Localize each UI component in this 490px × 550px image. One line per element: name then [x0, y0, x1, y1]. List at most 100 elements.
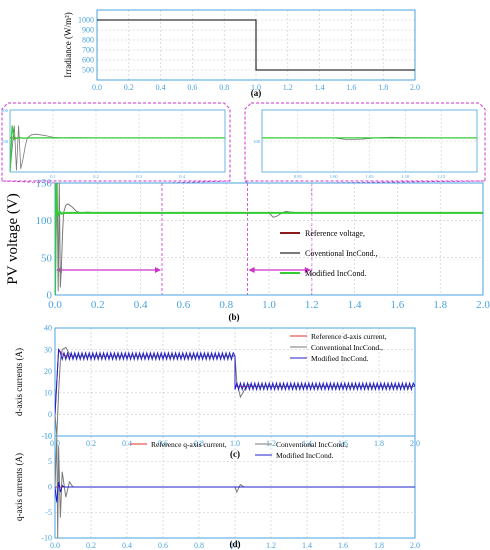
x-tick-label: 0.6: [158, 439, 168, 448]
x-tick-label: 1.4: [315, 83, 325, 92]
y-tick-label: -5: [45, 508, 52, 517]
x-tick-label: 0.6: [158, 541, 168, 550]
y-tick-label: 10: [44, 388, 52, 397]
x-tick-label: 2.0: [476, 299, 490, 311]
legend: Reference q-axis current, Conventional In…: [130, 440, 348, 460]
y-tick-label: 0: [48, 410, 52, 419]
zoom-callouts: 0.1 0.2 0.3 0.4 100 200 0.95 1.00 1.05 1.10 1.15 10…: [1, 102, 486, 295]
x-tick-label: 0.6: [177, 299, 191, 311]
panel-a: 0.0 0.2 0.4 0.6 0.8 1.0 1.2 1.4 1.6 1.8 2.0 5006007…: [63, 9, 420, 98]
y-tick-label: -10: [41, 534, 52, 543]
y-axis-label: PV voltage (V): [5, 193, 21, 284]
y-tick-label: 500: [82, 66, 94, 75]
inset-x-tick-label: 1.05: [366, 174, 375, 179]
x-tick-label: 1.4: [302, 541, 312, 550]
x-tick-label: 1.6: [346, 83, 356, 92]
series-group: [55, 346, 415, 436]
x-tick-label: 0.0: [48, 299, 62, 311]
zoom-inset-2: 0.95 1.00 1.05 1.10 1.15 100: [244, 102, 486, 295]
y-tick-label: 900: [82, 26, 94, 35]
zoom-frame: [244, 102, 486, 182]
series-line-irradiance: [97, 19, 415, 71]
inset-frame: [261, 109, 478, 173]
x-tick-label: 1.6: [338, 439, 348, 448]
x-tick-label: 0.2: [86, 541, 96, 550]
y-axis-label: d-axis currents (A): [14, 348, 24, 416]
series-group: [55, 436, 415, 538]
x-tick-label: 0.4: [134, 299, 148, 311]
x-tick-label: 1.0: [230, 439, 240, 448]
inset-x-tick-label: 0.3: [136, 174, 142, 179]
x-tick-label: 1.2: [266, 541, 276, 550]
x-tick-label: 2.0: [410, 541, 420, 550]
panel-b: 0.0 0.2 0.4 0.6 0.8 1.0 1.2 1.4 1.6 1.8 2.0 0 50 100 1…: [5, 178, 490, 322]
y-tick-label: 40: [44, 324, 52, 333]
x-tick-label: 0.6: [187, 83, 197, 92]
inset-frame: [9, 109, 226, 173]
y-axis-label: Irradiance (W/m²): [63, 12, 73, 77]
series-line-modified-inccond: [55, 347, 415, 415]
x-tick-label: 0.8: [194, 439, 204, 448]
x-tick-label: 1.8: [378, 83, 388, 92]
x-tick-label: 0.2: [91, 299, 105, 311]
series-line-modified-inccond: [55, 481, 415, 503]
inset-x-tick-label: 1.15: [437, 174, 446, 179]
y-tick-label: 800: [82, 36, 94, 45]
series-line-modified-inccond: [55, 183, 483, 295]
x-tick-label: 1.2: [305, 299, 319, 311]
zoom-inset-1: 0.1 0.2 0.3 0.4 100 200: [1, 102, 231, 295]
x-tick-label: 1.8: [374, 541, 384, 550]
inset-series-line: [10, 125, 225, 172]
legend-label: Reference q-axis current,: [151, 440, 227, 449]
legend-label: Reference voltage,: [305, 229, 365, 238]
x-tick-label: 0.4: [122, 541, 132, 550]
inset-y-tick-label: 100: [1, 139, 9, 144]
x-tick-label: 1.0: [262, 299, 276, 311]
x-tick-label: 1.4: [348, 299, 362, 311]
arrow-head-right-icon: [155, 267, 161, 273]
inset-x-tick-label: 1.10: [401, 174, 410, 179]
y-tick-label: 10: [44, 432, 52, 441]
x-tick-label: 0.8: [219, 83, 229, 92]
arrow-head-right-icon: [304, 267, 311, 273]
zoom-connector: [311, 180, 486, 184]
y-tick-label: 100: [36, 215, 53, 227]
x-tick-label: 0.4: [122, 439, 132, 448]
y-axis-label: q-axis currents (A): [14, 453, 24, 521]
y-tick-label: 600: [82, 56, 94, 65]
series-group: [55, 183, 483, 295]
legend-label: Modified IncCond.: [311, 354, 369, 363]
y-tick-label: 50: [41, 252, 53, 264]
inset-x-tick-label: 0.95: [294, 174, 303, 179]
legend-label: Modified IncCond.: [276, 451, 334, 460]
x-tick-label: 0.2: [124, 83, 134, 92]
series-line-conventional-inccond: [55, 436, 415, 538]
y-tick-label: 30: [44, 345, 52, 354]
inset-series-line: [10, 125, 225, 172]
legend-label: Coventional IncCond.,: [305, 249, 378, 258]
x-tick-label: 0.8: [219, 299, 233, 311]
inset-x-tick-label: 1.00: [330, 174, 339, 179]
y-tick-label: 0: [48, 483, 52, 492]
panel-d: 0.0 0.2 0.4 0.6 0.8 1.0 1.2 1.4 1.6 1.8 2.0 -10 -5 0 5…: [14, 432, 420, 550]
inset-x-tick-label: 0.4: [179, 174, 185, 179]
legend-label: Conventional IncCond.,: [276, 440, 348, 449]
x-tick-label: 1.0: [251, 83, 261, 92]
x-tick-label: 1.6: [338, 541, 348, 550]
x-tick-label: 2.0: [410, 83, 420, 92]
y-tick-label: 0: [47, 290, 53, 302]
series-group: [97, 19, 415, 71]
x-tick-label: 0.4: [156, 83, 166, 92]
legend: Reference voltage, Coventional IncCond., M…: [280, 229, 378, 278]
x-tick-label: 1.8: [433, 299, 447, 311]
y-tick-label: 1000: [78, 16, 94, 25]
legend: Reference d-axis current, Conventional In…: [290, 332, 387, 363]
panel-label: (d): [230, 539, 241, 549]
legend-label: Reference d-axis current,: [311, 332, 387, 341]
y-tick-label: 20: [44, 367, 52, 376]
inset-x-tick-label: 0.1: [50, 174, 56, 179]
x-tick-label: 1.6: [391, 299, 405, 311]
panel-c: 0.00.20.40.60.81.01.21.41.61.82.0-100102…: [14, 324, 420, 459]
x-tick-label: 0.2: [86, 439, 96, 448]
